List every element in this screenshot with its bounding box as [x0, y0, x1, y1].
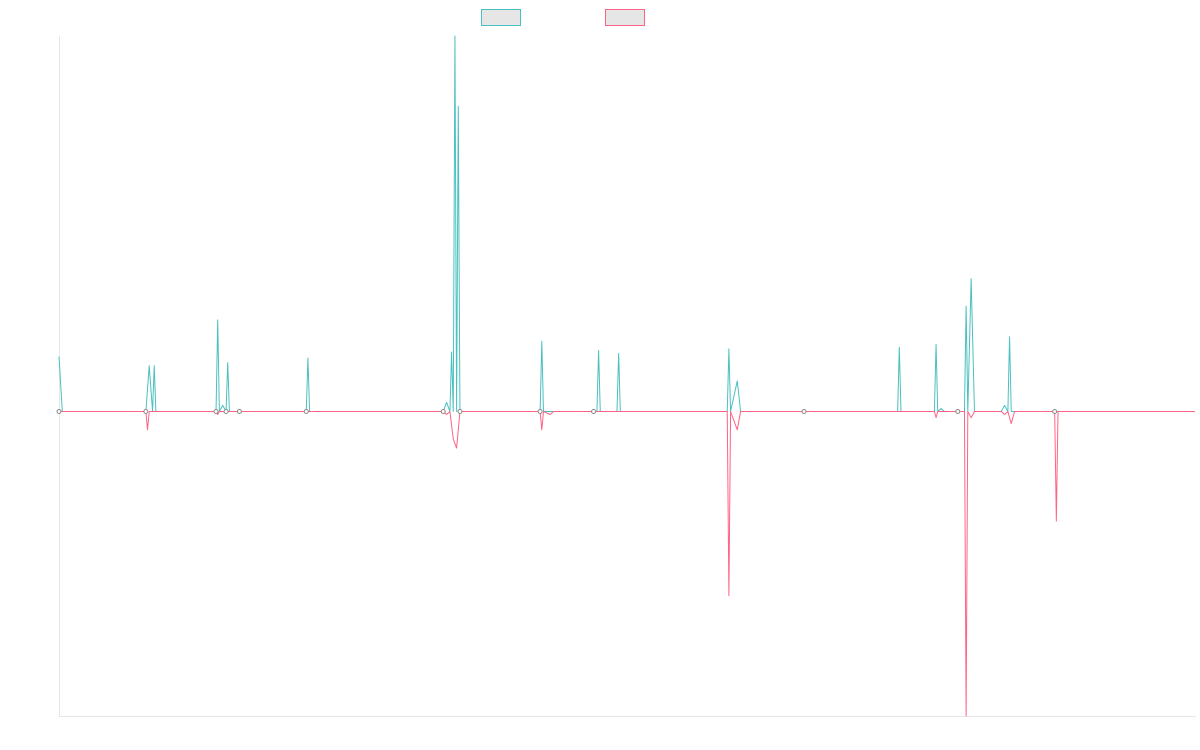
- series-layer: [58, 35, 1195, 717]
- data-point-marker: [56, 409, 62, 414]
- marker-layer: [56, 409, 1058, 414]
- data-point-marker: [955, 409, 961, 414]
- legend-swatch: [605, 9, 645, 26]
- series-line-2: [59, 411, 1195, 717]
- data-point-marker: [143, 409, 149, 414]
- data-point-marker: [236, 409, 242, 414]
- data-point-marker: [223, 409, 229, 414]
- data-point-marker: [1052, 409, 1058, 414]
- legend-item-2[interactable]: [605, 9, 645, 26]
- data-point-marker: [440, 409, 446, 414]
- data-point-marker: [213, 409, 219, 414]
- legend-item-1[interactable]: [481, 9, 521, 26]
- chart-axes: [59, 36, 1196, 717]
- series-line-1: [58, 35, 1195, 412]
- legend-swatch: [481, 9, 521, 26]
- legend[interactable]: [481, 9, 645, 26]
- data-point-marker: [591, 409, 597, 414]
- data-point-marker: [303, 409, 309, 414]
- data-point-marker: [801, 409, 807, 414]
- data-point-marker: [457, 409, 463, 414]
- data-point-marker: [537, 409, 543, 414]
